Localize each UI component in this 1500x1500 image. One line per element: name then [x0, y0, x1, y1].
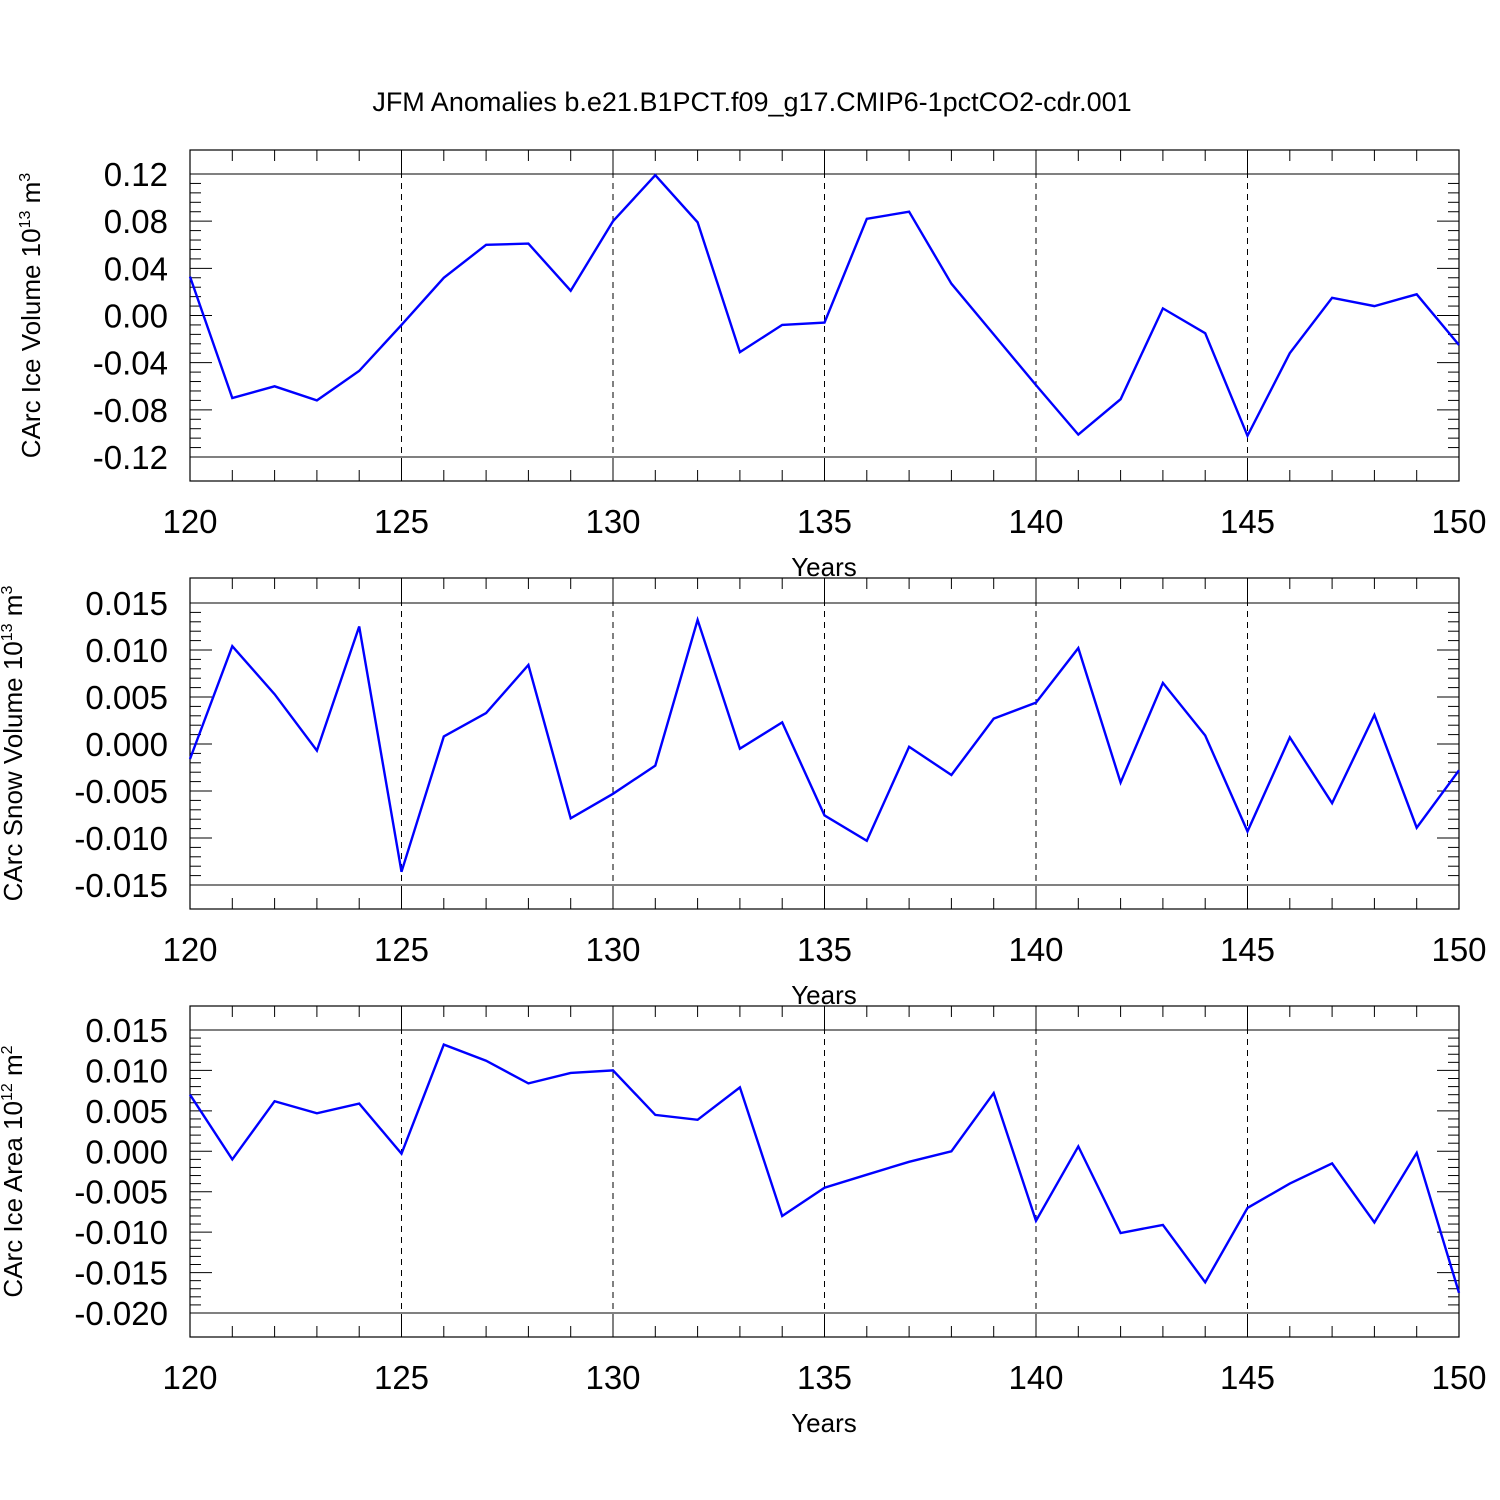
y-tick-label: 0.015: [85, 1012, 168, 1049]
x-axis-label: Years: [791, 1408, 857, 1438]
y-tick-label: 0.04: [104, 250, 168, 287]
x-tick-label: 150: [1431, 931, 1486, 968]
x-tick-label: 130: [585, 503, 640, 540]
y-axis-label-unit-exponent: 2: [0, 1045, 16, 1054]
x-tick-label: 130: [585, 931, 640, 968]
y-tick-label: 0.010: [85, 632, 168, 669]
y-axis-label-text: CArc Ice Volume 10: [16, 228, 46, 458]
y-axis-label-unit: m: [16, 182, 46, 211]
y-axis-label: CArc Snow Volume 1013 m3: [0, 586, 28, 902]
y-tick-label: -0.12: [93, 439, 168, 476]
x-tick-label: 120: [162, 1359, 217, 1396]
y-tick-label: 0.000: [85, 1133, 168, 1170]
y-tick-label: -0.08: [93, 392, 168, 429]
y-axis-label-unit: m: [0, 1054, 28, 1083]
x-axis-label: Years: [791, 552, 857, 582]
y-tick-label: -0.010: [74, 1214, 168, 1251]
x-tick-label: 120: [162, 503, 217, 540]
x-tick-label: 145: [1220, 931, 1275, 968]
x-tick-label: 145: [1220, 1359, 1275, 1396]
y-axis-label-unit-exponent: 3: [17, 173, 34, 182]
y-axis-label-unit: m: [0, 595, 28, 624]
y-tick-label: 0.000: [85, 726, 168, 763]
x-tick-label: 125: [374, 1359, 429, 1396]
y-tick-label: -0.020: [74, 1295, 168, 1332]
x-tick-label: 140: [1008, 931, 1063, 968]
y-tick-label: 0.005: [85, 679, 168, 716]
y-tick-label: -0.005: [74, 773, 168, 810]
x-tick-label: 145: [1220, 503, 1275, 540]
y-axis-label-text: CArc Ice Area 10: [0, 1101, 28, 1298]
x-tick-label: 125: [374, 503, 429, 540]
y-tick-label: -0.04: [93, 345, 168, 382]
x-axis-label: Years: [791, 980, 857, 1010]
y-axis-label-unit-exponent: 3: [0, 586, 16, 595]
x-tick-label: 150: [1431, 1359, 1486, 1396]
y-tick-label: 0.08: [104, 203, 168, 240]
series-line: [188, 1043, 1461, 1294]
y-tick-label: -0.015: [74, 867, 168, 904]
y-tick-label: 0.12: [104, 156, 168, 193]
x-tick-label: 135: [797, 1359, 852, 1396]
y-axis-label: CArc Ice Area 1012 m2: [0, 1045, 28, 1297]
y-axis-label-text: CArc Snow Volume 10: [0, 641, 28, 901]
chart-title: JFM Anomalies b.e21.B1PCT.f09_g17.CMIP6-…: [372, 87, 1131, 117]
y-axis-label: CArc Ice Volume 1013 m3: [16, 173, 46, 458]
x-tick-label: 150: [1431, 503, 1486, 540]
x-tick-label: 140: [1008, 503, 1063, 540]
y-tick-label: -0.005: [74, 1174, 168, 1211]
x-tick-label: 140: [1008, 1359, 1063, 1396]
chart-panel-2: 120 125 130 135 140 145 150 -0.015 -0.010 -0.005 0…: [0, 577, 1487, 1010]
chart-panel-1: 120 125 130 135 140 145 150 -0.12 -0.08 -0.04 0.00…: [16, 149, 1487, 582]
y-tick-label: -0.015: [74, 1255, 168, 1292]
y-axis-label-exponent: 13: [0, 623, 16, 641]
x-tick-label: 135: [797, 503, 852, 540]
x-tick-label: 120: [162, 931, 217, 968]
chart-panel-3: 120 125 130 135 140 145 150 -0.020-0.015 -0.010-…: [0, 1005, 1487, 1438]
y-tick-label: -0.010: [74, 820, 168, 857]
y-tick-label: 0.015: [85, 585, 168, 622]
panels: 120 125 130 135 140 145 150 -0.12 -0.08 -0.04 0.00…: [0, 149, 1487, 1438]
x-tick-label: 130: [585, 1359, 640, 1396]
x-tick-label: 125: [374, 931, 429, 968]
y-axis-label-exponent: 13: [17, 211, 34, 229]
x-tick-label: 135: [797, 931, 852, 968]
y-tick-label: 0.010: [85, 1052, 168, 1089]
y-tick-label: 0.00: [104, 298, 168, 335]
y-axis-label-exponent: 12: [0, 1083, 16, 1101]
y-tick-label: 0.005: [85, 1093, 168, 1130]
